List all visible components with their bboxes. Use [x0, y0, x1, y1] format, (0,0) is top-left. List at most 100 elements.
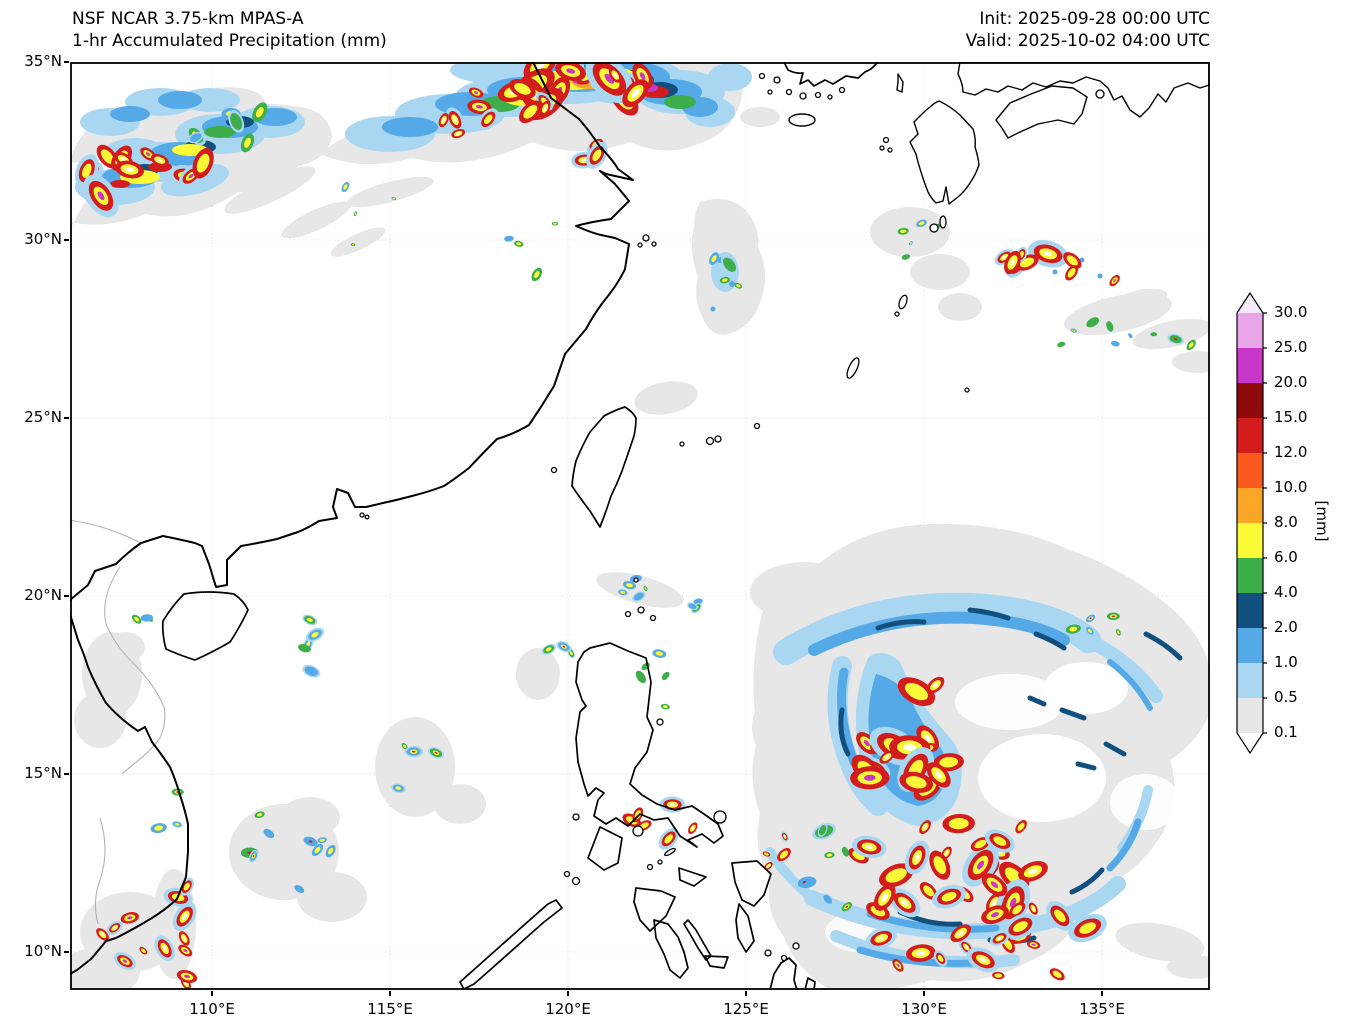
colorbar-tick-label: 2.0 — [1274, 618, 1298, 636]
precip-cell — [240, 133, 255, 153]
y-tick-label: 20°N — [24, 586, 62, 604]
precip-cell — [919, 882, 938, 900]
precip-cell — [115, 160, 144, 179]
precip-cell — [618, 589, 628, 596]
precip-cell — [551, 221, 559, 226]
samar-island — [731, 860, 772, 907]
x-axis-tick — [745, 991, 747, 996]
precip-cell — [131, 614, 142, 624]
precip-cell — [1106, 321, 1114, 332]
precip-cell — [541, 643, 556, 655]
precip-cell — [850, 766, 890, 790]
y-axis-tick — [64, 595, 69, 597]
colorbar-unit-label: [mm] — [1313, 500, 1331, 542]
y-axis-tick — [64, 417, 69, 419]
colorbar-band — [1237, 558, 1263, 593]
precip-cell — [929, 850, 951, 880]
korea-south-coast — [783, 62, 879, 87]
x-axis-tick — [923, 991, 925, 996]
precip-cell — [401, 742, 408, 750]
colorbar-tick-label: 15.0 — [1274, 408, 1308, 426]
precip-cell — [531, 267, 543, 282]
colorbar-band — [1237, 523, 1263, 558]
honshu-coast — [957, 62, 1210, 118]
precip-cell — [171, 820, 183, 828]
colorbar-tick-label: 0.1 — [1274, 723, 1298, 741]
colorbar-tick-label: 12.0 — [1274, 443, 1308, 461]
taiwan-island — [571, 406, 637, 528]
kyushu-island — [909, 100, 980, 205]
precip-cell — [1107, 612, 1120, 621]
y-axis-tick — [64, 951, 69, 953]
babuyan-islands — [624, 577, 657, 622]
precip-cell — [950, 924, 971, 943]
precip-cell — [478, 108, 499, 131]
precip-cell — [897, 227, 909, 235]
precip-cell — [643, 585, 648, 592]
precip-cell — [120, 912, 139, 924]
precip-cell — [879, 863, 914, 888]
precip-cell — [539, 100, 551, 116]
awaji-island — [1095, 89, 1105, 99]
precip-cell — [1186, 339, 1196, 351]
precip-cell — [391, 197, 397, 201]
precip-cell — [1065, 265, 1079, 281]
precip-cell — [734, 282, 743, 289]
precip-cell — [981, 873, 1008, 897]
precip-cell — [391, 783, 406, 793]
precip-cell — [585, 62, 634, 104]
precip-cell — [139, 946, 148, 955]
precip-cell — [178, 931, 190, 946]
precip-cell — [305, 627, 325, 642]
mindanao-tip — [769, 957, 798, 990]
x-axis-tick — [1101, 991, 1103, 996]
catanduanes-island — [713, 810, 727, 824]
precip-cell — [451, 129, 466, 139]
precip-cell — [294, 884, 305, 894]
shikoku-island — [995, 85, 1088, 139]
precip-cell — [1109, 274, 1120, 287]
precip-cell — [404, 745, 423, 758]
precip-cell — [427, 746, 445, 759]
philippines — [459, 577, 816, 990]
lubang-island — [572, 813, 580, 821]
y-tick-label: 30°N — [24, 230, 62, 248]
precip-cell — [1110, 341, 1120, 347]
polillo-island — [656, 718, 664, 726]
y-axis-tick — [64, 773, 69, 775]
colorbar-tick-label: 4.0 — [1274, 583, 1298, 601]
colorbar-tick-label: 8.0 — [1274, 513, 1298, 531]
precip-cell — [899, 771, 934, 793]
leyte-island — [735, 903, 755, 953]
x-tick-label: 125°E — [723, 1000, 769, 1018]
precip-cell — [873, 883, 896, 911]
bohol-island — [704, 955, 729, 969]
colorbar-tick-label: 10.0 — [1274, 478, 1308, 496]
plot-border — [70, 62, 1210, 990]
precip-cell — [635, 670, 647, 684]
convective-cells-layer — [74, 62, 1196, 990]
precip-cell — [797, 876, 812, 888]
precip-cell — [1009, 902, 1026, 918]
precip-cell — [623, 581, 636, 590]
vietnam-coastline — [70, 613, 189, 975]
precip-cell — [926, 676, 945, 694]
y-axis-tick — [64, 61, 69, 63]
precip-cell — [150, 153, 169, 167]
precip-cell — [178, 944, 193, 957]
precip-cell — [1046, 901, 1074, 931]
x-tick-label: 115°E — [367, 1000, 413, 1018]
x-tick-label: 110°E — [189, 1000, 235, 1018]
country-borders — [70, 519, 166, 925]
precip-cell — [317, 837, 327, 844]
precip-cell — [1028, 902, 1038, 915]
colorbar: 30.0 25.0 20.0 15.0 12.0 10.0 8.0 6.0 4.0 2.0 1.0 0… — [1236, 291, 1346, 772]
ryukyu-islands — [679, 215, 970, 447]
precip-gaps — [825, 662, 1180, 952]
precip-cell — [942, 813, 975, 834]
colorbar-swatches — [1236, 291, 1267, 755]
product-title: 1-hr Accumulated Precipitation (mm) — [72, 31, 387, 51]
precip-cell — [555, 62, 587, 81]
precip-cell — [518, 100, 542, 124]
china-coastline — [70, 62, 634, 601]
